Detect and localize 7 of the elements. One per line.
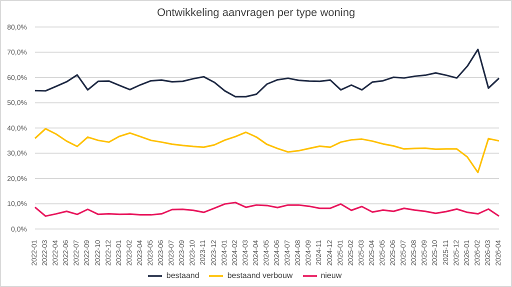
- legend-label: nieuw: [320, 271, 342, 280]
- line-series: [34, 48, 500, 98]
- chart-title: Ontwikkeling aanvragen per type woning: [156, 7, 356, 21]
- line-series: [34, 202, 500, 217]
- legend-label: bestaand verbouw: [227, 271, 293, 280]
- legend-label: bestaand: [166, 271, 200, 280]
- line-series: [34, 128, 500, 174]
